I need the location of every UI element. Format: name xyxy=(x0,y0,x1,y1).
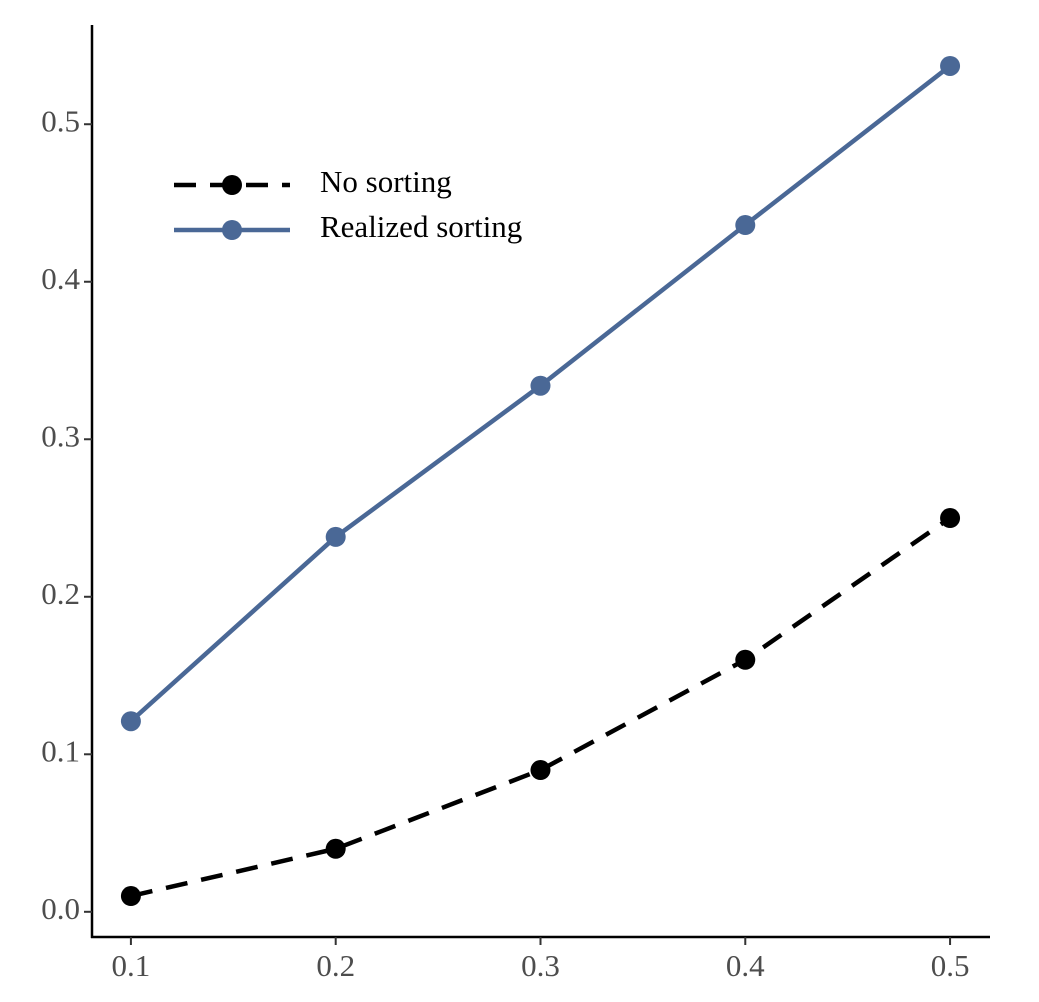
x-tick-label: 0.5 xyxy=(931,948,970,983)
point xyxy=(735,215,756,236)
point xyxy=(325,526,346,547)
legend-label: No sorting xyxy=(320,164,452,199)
legend-marker xyxy=(222,220,242,240)
y-tick-label: 0.1 xyxy=(41,733,80,768)
x-tick-label: 0.1 xyxy=(112,948,151,983)
x-tick-label: 0.2 xyxy=(316,948,355,983)
y-tick-label: 0.4 xyxy=(41,261,80,296)
point xyxy=(735,649,756,670)
point xyxy=(120,886,141,907)
y-tick-label: 0.5 xyxy=(41,103,80,138)
point xyxy=(940,55,961,76)
y-tick-label: 0.3 xyxy=(41,418,80,453)
series-line xyxy=(130,516,952,899)
point xyxy=(120,711,141,732)
y-tick-label: 0.0 xyxy=(41,891,80,926)
x-tick-label: 0.4 xyxy=(726,948,765,983)
y-tick-label: 0.2 xyxy=(41,576,80,611)
x-tick-label: 0.3 xyxy=(521,948,560,983)
point xyxy=(530,760,551,781)
point xyxy=(325,838,346,859)
point xyxy=(940,508,961,529)
legend-marker xyxy=(222,175,242,195)
legend-label: Realized sorting xyxy=(320,209,522,244)
point xyxy=(530,375,551,396)
